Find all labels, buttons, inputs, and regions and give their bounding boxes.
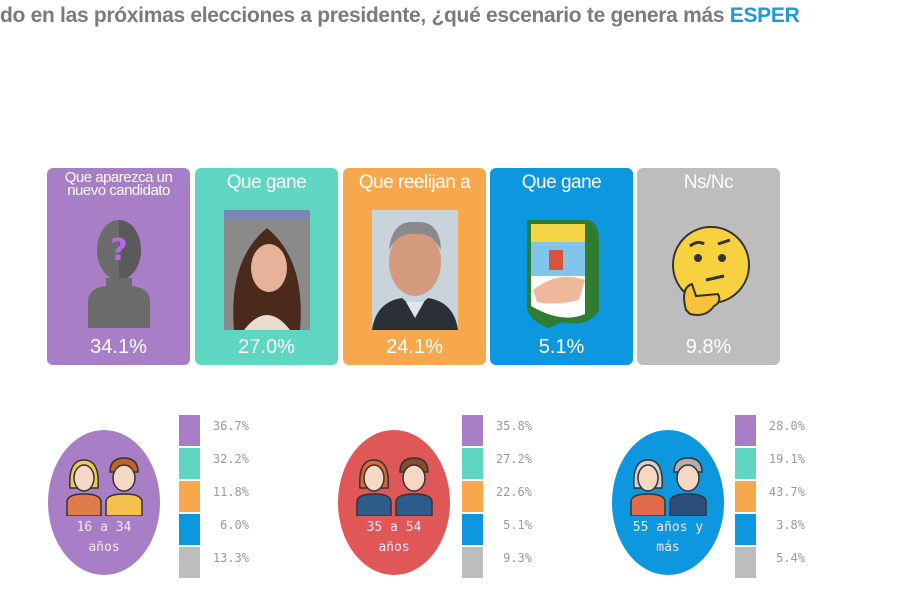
age-group-line1: 16 a 34 bbox=[76, 520, 132, 535]
cristina-image bbox=[224, 210, 310, 330]
legend-swatch-macri bbox=[462, 481, 483, 512]
legend-swatch-cristina bbox=[179, 448, 200, 479]
legend-swatch-cristina bbox=[462, 448, 483, 479]
legend-swatch-pj bbox=[462, 514, 483, 545]
legend-value: 13.3% bbox=[212, 551, 249, 565]
legend-swatch-nuevo-candidato bbox=[462, 415, 483, 446]
legend-swatch-macri bbox=[179, 481, 200, 512]
card-label: Ns/Nc bbox=[683, 172, 734, 193]
card-label: Que gane bbox=[226, 172, 307, 193]
age-group-circle: 55 años y más bbox=[612, 430, 724, 575]
card-label: Que gane bbox=[521, 172, 602, 193]
legend-swatch-nsnc bbox=[735, 547, 756, 578]
bar-value-macri: 24.1% bbox=[386, 336, 443, 358]
bar-value-pj: 5.1% bbox=[538, 336, 585, 358]
age-group-line1: 35 a 54 bbox=[366, 520, 422, 535]
legend-value: 22.6% bbox=[495, 485, 532, 499]
card-pj: Que gane 5.1% bbox=[490, 168, 633, 365]
legend-swatch-nuevo-candidato bbox=[735, 415, 756, 446]
legend-value: 28.0% bbox=[768, 419, 805, 433]
legend-value: 36.7% bbox=[212, 419, 249, 433]
card-cristina: Que gane 27.0% bbox=[195, 168, 338, 365]
legend-swatch-pj bbox=[179, 514, 200, 545]
legend-swatch-pj bbox=[735, 514, 756, 545]
legend-value: 43.7% bbox=[768, 485, 805, 499]
nsnc-image bbox=[666, 210, 752, 330]
nuevo-candidato-image: ? bbox=[76, 210, 162, 330]
age-group-line2: años bbox=[378, 540, 410, 555]
legend-value: 3.8% bbox=[776, 518, 805, 532]
bar-value-nuevo-candidato: 34.1% bbox=[90, 336, 147, 358]
card-label: Que reelijan a bbox=[358, 172, 471, 193]
bar-value-nsnc: 9.8% bbox=[685, 336, 732, 358]
legend-swatch-nsnc bbox=[179, 547, 200, 578]
legend-swatch-cristina bbox=[735, 448, 756, 479]
pj-image bbox=[519, 210, 605, 330]
legend-value: 6.0% bbox=[220, 518, 249, 532]
legend-value: 35.8% bbox=[495, 419, 532, 433]
card-macri: Que reelijan a 24.1% bbox=[343, 168, 486, 365]
title-text: do en las próximas elecciones a presiden… bbox=[0, 4, 730, 27]
svg-text:?: ? bbox=[110, 233, 127, 268]
legend-swatch-macri bbox=[735, 481, 756, 512]
age-group-circle: 16 a 34 años bbox=[48, 430, 160, 575]
card-nuevo-candidato: Que aparezca un nuevo candidato ? 34.1% bbox=[47, 168, 190, 365]
people-icon bbox=[66, 457, 143, 516]
bar-value-cristina: 27.0% bbox=[238, 336, 295, 358]
legend-value: 5.1% bbox=[503, 518, 532, 532]
legend-value: 32.2% bbox=[212, 452, 249, 466]
chart-title: do en las próximas elecciones a presiden… bbox=[0, 4, 800, 28]
legend-swatch-nuevo-candidato bbox=[179, 415, 200, 446]
people-icon bbox=[356, 457, 433, 516]
legend-swatch-nsnc bbox=[462, 547, 483, 578]
legend-value: 19.1% bbox=[768, 452, 805, 466]
legend-value: 11.8% bbox=[212, 485, 249, 499]
legend-value: 27.2% bbox=[495, 452, 532, 466]
age-group-line1: 55 años y bbox=[632, 520, 704, 535]
age-group-circle: 35 a 54 años bbox=[338, 430, 450, 575]
age-group-line2: años bbox=[88, 540, 120, 555]
macri-image bbox=[372, 210, 458, 330]
card-label: Que aparezca un nuevo candidato bbox=[64, 169, 173, 199]
people-icon bbox=[630, 457, 707, 516]
card-nsnc: Ns/Nc 9.8% bbox=[637, 168, 780, 365]
age-group-line2: más bbox=[656, 540, 680, 555]
legend-value: 9.3% bbox=[503, 551, 532, 565]
legend-value: 5.4% bbox=[776, 551, 805, 565]
title-highlight: ESPER bbox=[729, 4, 800, 27]
